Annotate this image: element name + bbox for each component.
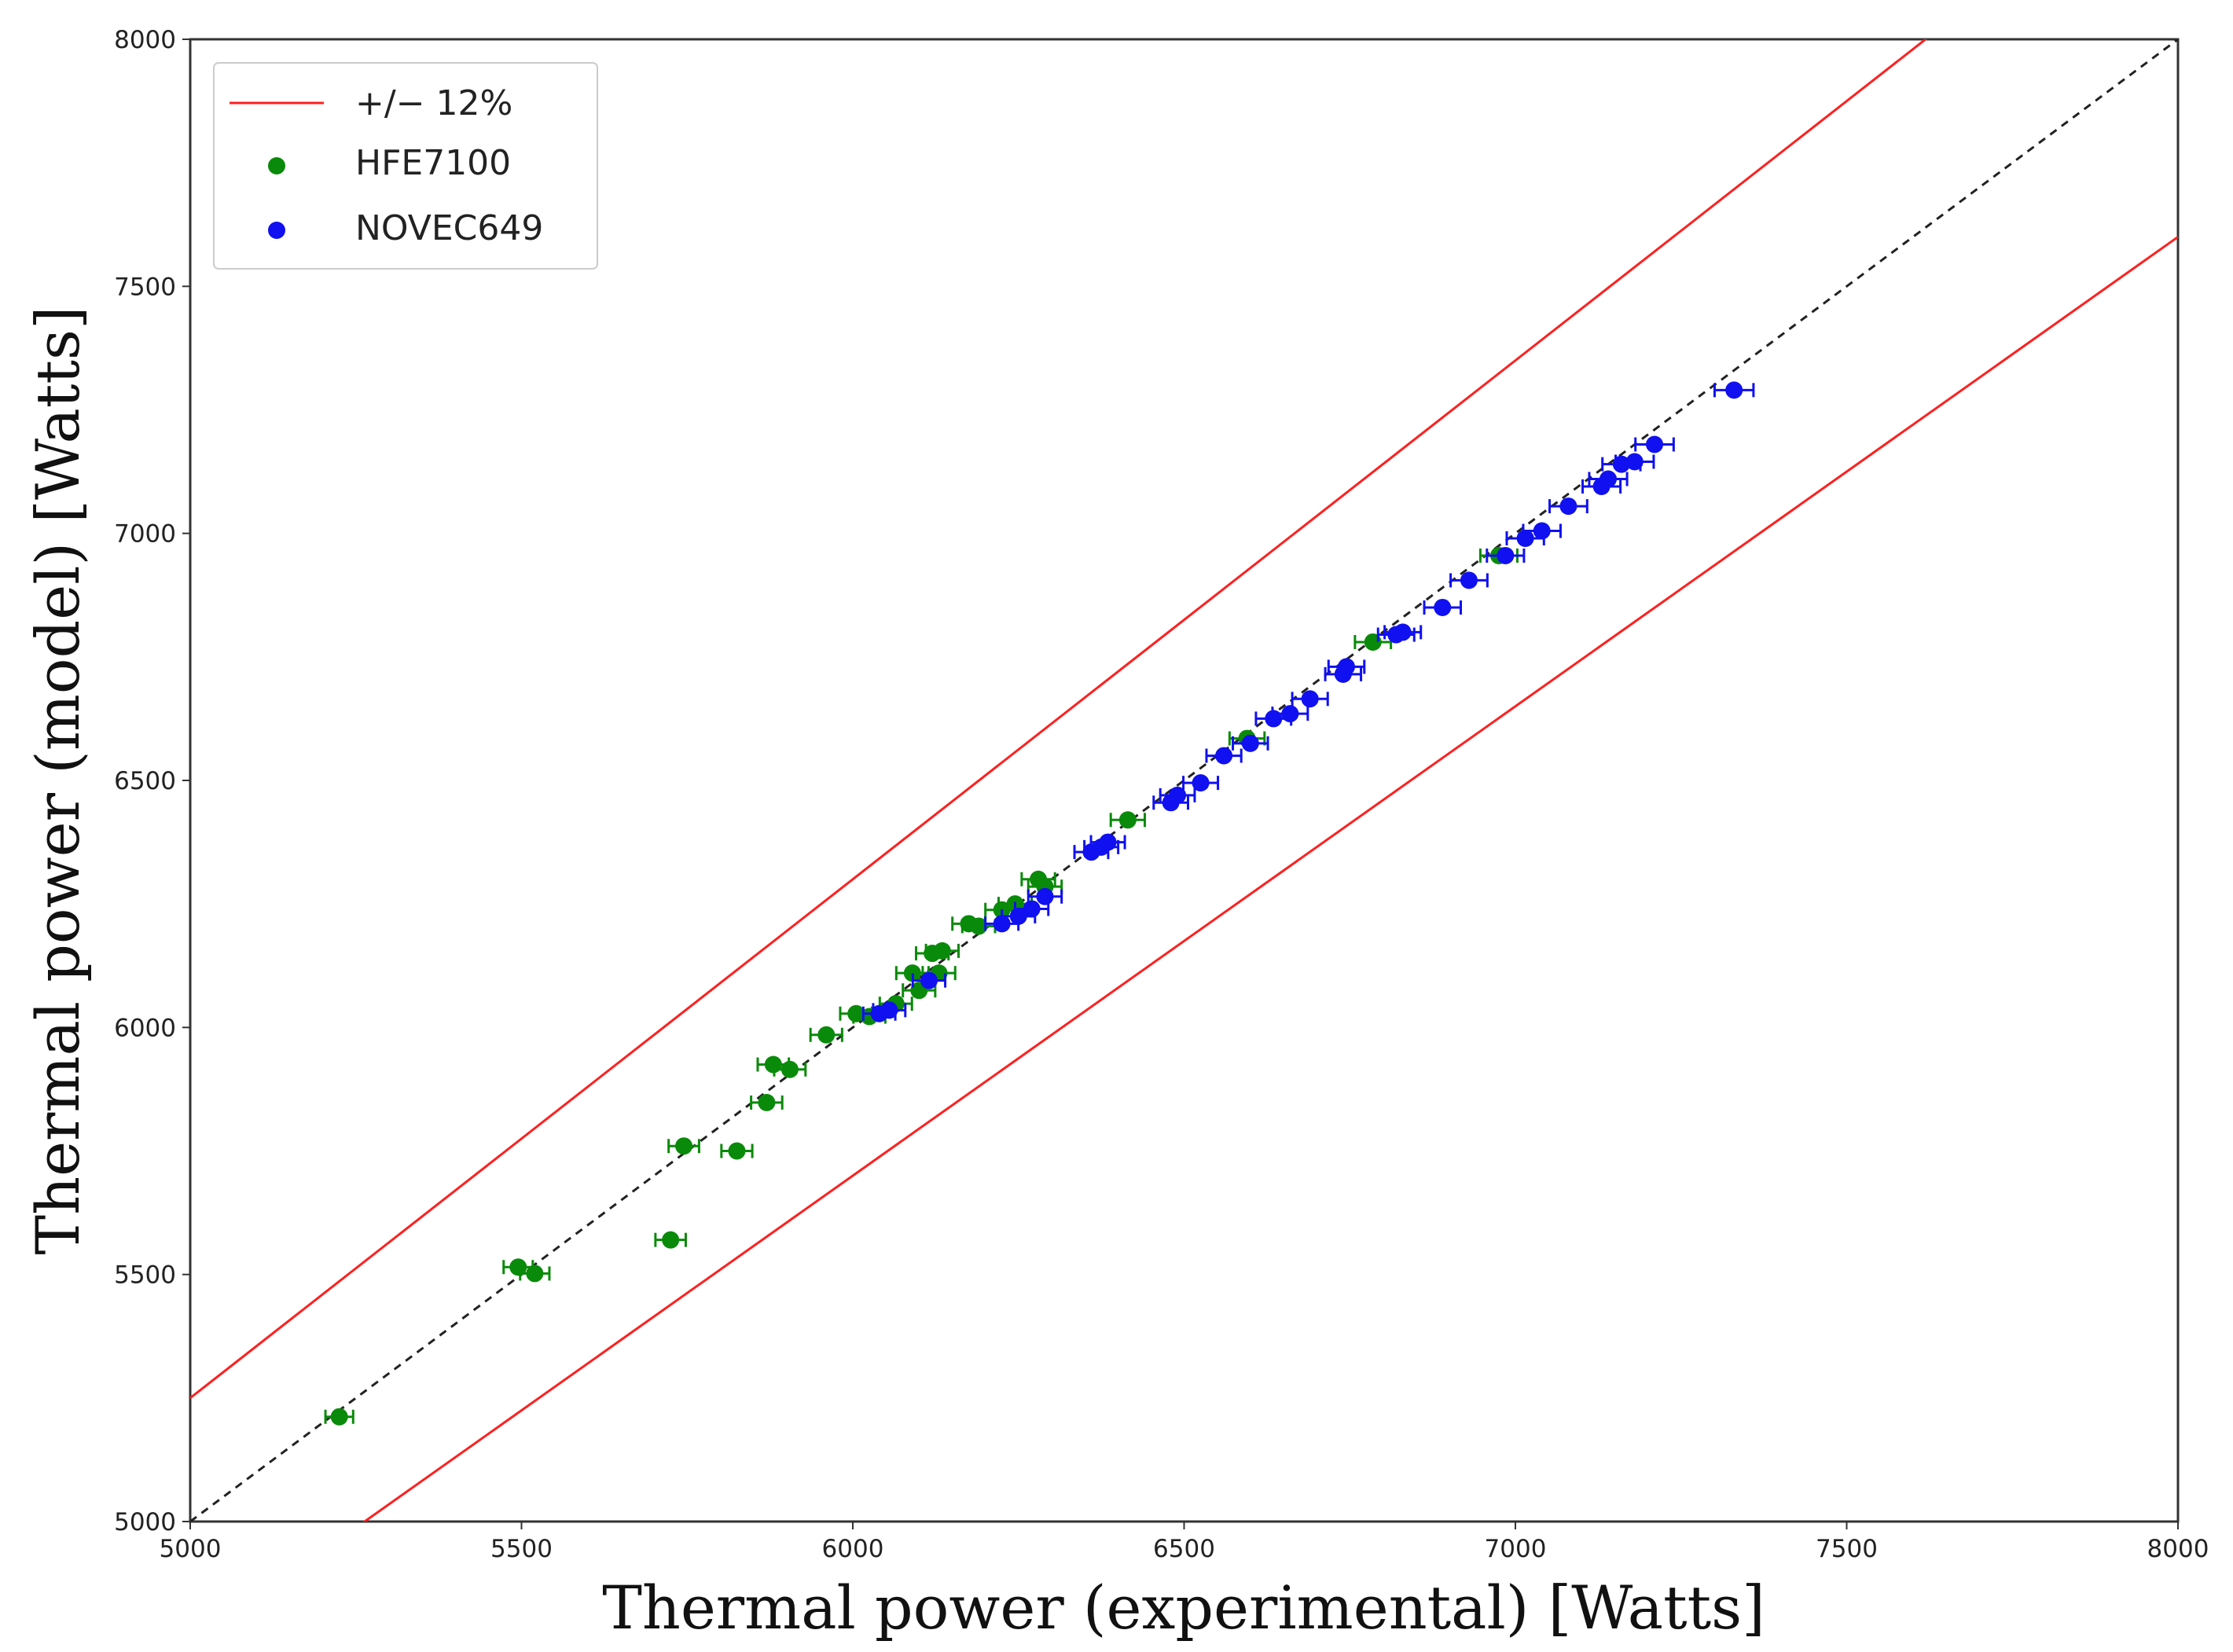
data-point-novec649	[1271, 705, 1309, 723]
x-tick-label: 8000	[2147, 1535, 2209, 1563]
data-point-hfe7100	[773, 1060, 807, 1078]
data-point-hfe7100	[502, 1258, 534, 1276]
x-tick-label: 6500	[1153, 1535, 1215, 1563]
data-point-hfe7100	[809, 1026, 843, 1044]
data-point-hfe7100	[654, 1231, 687, 1249]
x-tick-label: 5500	[490, 1535, 553, 1563]
data-point-novec649	[1449, 571, 1489, 589]
legend-box	[213, 62, 598, 270]
y-tick-label: 8000	[114, 26, 176, 54]
marker-novec649	[1169, 786, 1187, 804]
marker-hfe7100	[780, 1060, 799, 1078]
legend-marker-novec649	[268, 222, 285, 239]
legend-label-novec649: NOVEC649	[355, 208, 543, 248]
marker-novec649	[1434, 598, 1452, 616]
data-point-novec649	[872, 1001, 907, 1019]
lower-bound-line	[362, 236, 2178, 1522]
marker-novec649	[1497, 546, 1515, 564]
marker-novec649	[1301, 690, 1319, 708]
data-point-novec649	[1486, 546, 1526, 564]
data-point-novec649	[911, 971, 947, 989]
y-tick-label: 5500	[114, 1261, 176, 1290]
legend-label-bounds: +/− 12%	[355, 83, 512, 123]
marker-novec649	[1599, 470, 1618, 488]
x-tick-label: 5000	[160, 1535, 222, 1563]
data-point-novec649	[1327, 658, 1366, 676]
data-point-hfe7100	[519, 1265, 551, 1283]
data-point-novec649	[1588, 470, 1629, 488]
marker-novec649	[1460, 571, 1478, 589]
data-point-novec649	[1232, 734, 1269, 752]
marker-hfe7100	[758, 1093, 776, 1111]
marker-novec649	[1646, 435, 1664, 453]
marker-hfe7100	[509, 1258, 527, 1276]
upper-bound-line	[190, 39, 1928, 1400]
data-point-hfe7100	[1109, 811, 1146, 829]
marker-novec649	[1241, 734, 1259, 752]
data-point-novec649	[1713, 381, 1755, 399]
marker-hfe7100	[330, 1408, 348, 1426]
marker-novec649	[1338, 658, 1356, 676]
x-tick-label: 6000	[822, 1535, 884, 1563]
y-tick-label: 7500	[114, 273, 176, 301]
data-point-novec649	[1182, 774, 1220, 792]
marker-novec649	[1516, 529, 1534, 547]
data-point-novec649	[1291, 690, 1329, 708]
marker-novec649	[1394, 623, 1412, 641]
data-point-novec649	[1027, 887, 1063, 905]
marker-novec649	[1612, 455, 1630, 473]
marker-novec649	[1099, 833, 1117, 851]
marker-novec649	[1533, 522, 1551, 540]
y-axis-title: Thermal power (model) [Watts]	[23, 306, 93, 1254]
legend-marker-hfe7100	[268, 157, 285, 174]
marker-hfe7100	[675, 1137, 693, 1155]
marker-novec649	[1023, 900, 1041, 918]
data-point-hfe7100	[924, 942, 960, 960]
marker-novec649	[1625, 453, 1644, 471]
y-tick-label: 6500	[114, 767, 176, 795]
x-axis-title: Thermal power (experimental) [Watts]	[602, 1573, 1765, 1643]
data-point-novec649	[1159, 786, 1196, 804]
data-point-hfe7100	[720, 1142, 754, 1160]
marker-novec649	[1215, 747, 1233, 765]
x-tick-label: 7000	[1485, 1535, 1547, 1563]
marker-novec649	[1036, 887, 1054, 905]
marker-hfe7100	[728, 1142, 746, 1160]
data-point-novec649	[1383, 623, 1423, 641]
data-point-novec649	[1614, 453, 1655, 471]
marker-hfe7100	[526, 1265, 544, 1283]
data-point-novec649	[1522, 522, 1562, 540]
y-tick-label: 7000	[114, 520, 176, 549]
legend: +/− 12% HFE7100 NOVEC649	[213, 62, 598, 270]
data-point-hfe7100	[750, 1093, 784, 1111]
marker-hfe7100	[970, 917, 988, 935]
marker-hfe7100	[662, 1231, 680, 1249]
data-point-novec649	[1205, 747, 1243, 765]
data-point-novec649	[1423, 598, 1463, 616]
marker-hfe7100	[1118, 811, 1137, 829]
x-tick-label: 7500	[1816, 1535, 1878, 1563]
marker-novec649	[1192, 774, 1210, 792]
marker-novec649	[1725, 381, 1743, 399]
marker-novec649	[1281, 705, 1299, 723]
data-point-novec649	[1548, 497, 1588, 516]
data-point-hfe7100	[324, 1408, 354, 1426]
marker-novec649	[880, 1001, 898, 1019]
marker-novec649	[920, 971, 938, 989]
marker-hfe7100	[933, 942, 951, 960]
y-tick-label: 5000	[114, 1508, 176, 1536]
data-point-novec649	[1089, 833, 1126, 851]
marker-hfe7100	[817, 1026, 836, 1044]
data-point-novec649	[1634, 435, 1675, 453]
marker-novec649	[993, 915, 1011, 933]
marker-hfe7100	[847, 1004, 865, 1022]
data-point-hfe7100	[667, 1137, 700, 1155]
legend-label-hfe7100: HFE7100	[355, 143, 511, 183]
marker-hfe7100	[903, 964, 921, 982]
y-tick-label: 6000	[114, 1014, 176, 1042]
marker-novec649	[1559, 497, 1577, 516]
